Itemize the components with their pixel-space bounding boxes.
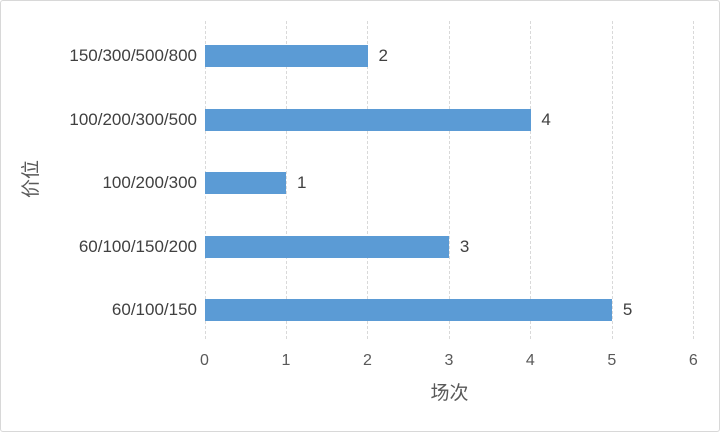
- x-axis-tick-label: 6: [688, 352, 698, 369]
- x-axis-tick-label: 4: [525, 352, 535, 369]
- y-axis-category-label: 60/100/150: [111, 300, 197, 319]
- x-axis-tick-label: 1: [281, 352, 291, 369]
- bar: [205, 299, 613, 321]
- bar-value-label: 3: [459, 237, 470, 256]
- y-axis-category-label: 60/100/150/200: [78, 237, 197, 256]
- y-axis-category-label: 100/200/300: [102, 173, 197, 192]
- x-axis-tick-label: 3: [444, 352, 454, 369]
- x-axis-tick-label: 2: [362, 352, 372, 369]
- y-axis-category-label: 100/200/300/500: [69, 110, 197, 129]
- bar-value-label: 1: [296, 173, 307, 192]
- x-axis-title: 场次: [430, 383, 469, 404]
- x-gridline: [448, 21, 450, 339]
- bar: [205, 109, 531, 131]
- bar-value-label: 4: [541, 110, 551, 129]
- bar: [205, 172, 287, 194]
- x-gridline: [693, 21, 695, 339]
- x-gridline: [611, 21, 613, 339]
- bar: [205, 236, 450, 258]
- x-axis-tick-label: 0: [200, 352, 209, 369]
- x-gridline: [530, 21, 532, 339]
- bar-value-label: 2: [378, 46, 388, 65]
- x-axis-tick-label: 5: [607, 352, 617, 369]
- x-gridline: [285, 21, 287, 339]
- y-axis-category-label: 150/300/500/800: [69, 46, 197, 65]
- bar-value-label: 5: [622, 300, 633, 319]
- x-gridline: [367, 21, 369, 339]
- bar: [205, 45, 368, 67]
